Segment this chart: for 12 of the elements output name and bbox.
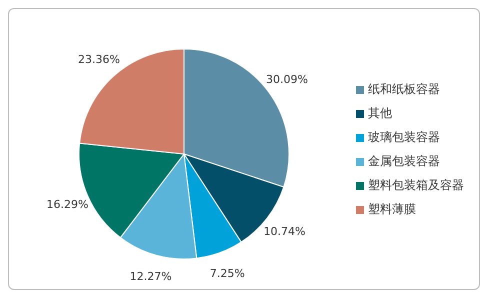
legend-label: 玻璃包装容器 (368, 130, 440, 144)
legend-label: 金属包装容器 (368, 154, 440, 168)
data-label: 10.74% (264, 225, 306, 238)
legend-label: 其他 (368, 106, 392, 120)
legend-label: 塑料薄膜 (368, 202, 416, 216)
legend-label: 塑料包装箱及容器 (368, 178, 464, 192)
data-label: 23.36% (78, 53, 120, 66)
data-label: 12.27% (130, 270, 172, 284)
data-label: 30.09% (266, 73, 308, 86)
legend-label: 纸和纸板容器 (368, 82, 440, 96)
data-label: 16.29% (46, 198, 88, 211)
data-label: 7.25% (210, 266, 245, 280)
